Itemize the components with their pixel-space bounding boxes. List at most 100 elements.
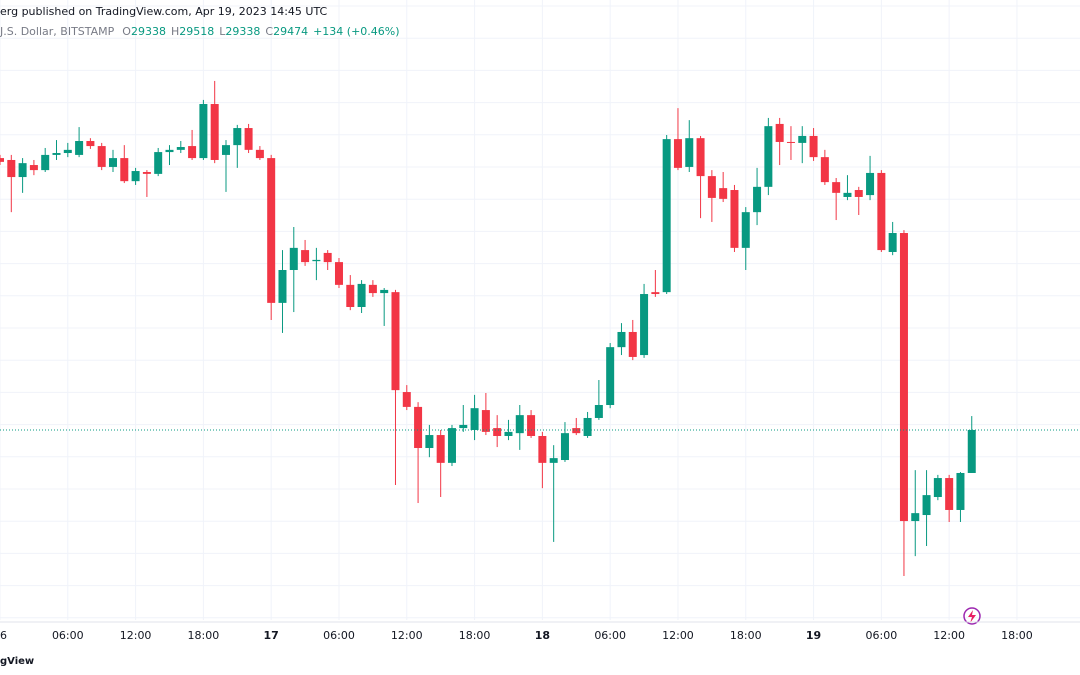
body xyxy=(391,292,400,391)
flash-icon xyxy=(963,607,981,625)
body xyxy=(775,123,784,142)
body xyxy=(617,331,626,348)
body xyxy=(606,347,615,406)
body xyxy=(97,146,106,167)
body xyxy=(199,104,208,159)
x-tick-label: 06:00 xyxy=(323,629,355,642)
body xyxy=(504,431,513,436)
icon-ring xyxy=(963,607,981,625)
body xyxy=(368,284,377,294)
body xyxy=(7,159,16,178)
body xyxy=(470,408,479,430)
ohlc-letter: L xyxy=(219,25,226,38)
body xyxy=(786,141,795,143)
body xyxy=(956,472,965,510)
body xyxy=(75,141,84,155)
grid xyxy=(0,0,1080,620)
body xyxy=(380,289,389,294)
body xyxy=(753,186,762,213)
body xyxy=(764,126,773,187)
body xyxy=(798,135,807,143)
body xyxy=(221,145,230,155)
body xyxy=(549,458,558,463)
x-tick-label: 12:00 xyxy=(662,629,694,642)
x-tick-label: 12:00 xyxy=(391,629,423,642)
body xyxy=(278,270,287,303)
body xyxy=(820,157,829,183)
x-tick-label: 6 xyxy=(0,629,7,642)
x-tick-label: 12:00 xyxy=(933,629,965,642)
body xyxy=(346,284,355,307)
body xyxy=(29,165,38,171)
symbol-legend: J.S. Dollar, BITSTAMP O 29338 H 29518 L 29338… xyxy=(0,25,400,38)
body xyxy=(255,149,264,159)
ohlc-value: 29518 xyxy=(179,25,214,38)
body xyxy=(165,149,174,153)
body xyxy=(323,252,332,263)
ohlc: O 29338 H 29518 L 29338 C 29474 +134 (+0.46%) xyxy=(122,25,399,38)
x-tick-label: 06:00 xyxy=(866,629,898,642)
candles xyxy=(0,80,1080,577)
body xyxy=(673,139,682,168)
body xyxy=(41,154,50,171)
body xyxy=(154,152,163,174)
body xyxy=(877,172,886,251)
body xyxy=(18,163,27,178)
body xyxy=(481,410,490,432)
icon-bolt xyxy=(968,610,976,623)
body xyxy=(538,435,547,463)
ohlc-value: 29474 xyxy=(273,25,308,38)
x-tick-label: 06:00 xyxy=(52,629,84,642)
x-tick-label: 18:00 xyxy=(459,629,491,642)
body xyxy=(244,128,253,150)
body xyxy=(108,158,117,167)
body xyxy=(594,405,603,418)
body xyxy=(911,513,920,522)
body xyxy=(707,176,716,198)
body xyxy=(527,415,536,436)
body xyxy=(176,147,185,150)
body xyxy=(515,415,524,434)
body xyxy=(730,190,739,248)
body xyxy=(334,262,343,285)
body xyxy=(832,182,841,193)
body xyxy=(572,428,581,434)
body xyxy=(583,417,592,436)
body xyxy=(696,138,705,177)
body xyxy=(436,435,445,463)
ohlc-value: 29338 xyxy=(131,25,166,38)
body xyxy=(357,283,366,307)
x-tick-label: 17 xyxy=(264,629,279,642)
ohlc-value: 29338 xyxy=(225,25,260,38)
ohlc-letter: C xyxy=(265,25,273,38)
body xyxy=(741,212,750,248)
body xyxy=(233,128,242,146)
body xyxy=(640,294,649,356)
body xyxy=(628,331,637,357)
published-note: erg published on TradingView.com, Apr 19… xyxy=(0,5,328,18)
body xyxy=(719,188,728,199)
x-tick-label: 19 xyxy=(806,629,821,642)
body xyxy=(685,138,694,167)
x-tick-label: 06:00 xyxy=(594,629,626,642)
body xyxy=(843,192,852,197)
body xyxy=(0,158,4,162)
x-tick-label: 18:00 xyxy=(1001,629,1033,642)
x-tick-label: 12:00 xyxy=(120,629,152,642)
body xyxy=(899,233,908,522)
body xyxy=(922,495,931,516)
body xyxy=(210,104,219,160)
body xyxy=(888,233,897,252)
body xyxy=(651,292,660,295)
body xyxy=(414,406,423,449)
body xyxy=(945,478,954,510)
change: +134 (+0.46%) xyxy=(313,25,399,38)
body xyxy=(459,424,468,429)
body xyxy=(425,435,434,449)
body xyxy=(447,428,456,463)
body xyxy=(402,392,411,407)
body xyxy=(866,172,875,196)
x-tick-label: 18:00 xyxy=(188,629,220,642)
body xyxy=(289,247,298,271)
